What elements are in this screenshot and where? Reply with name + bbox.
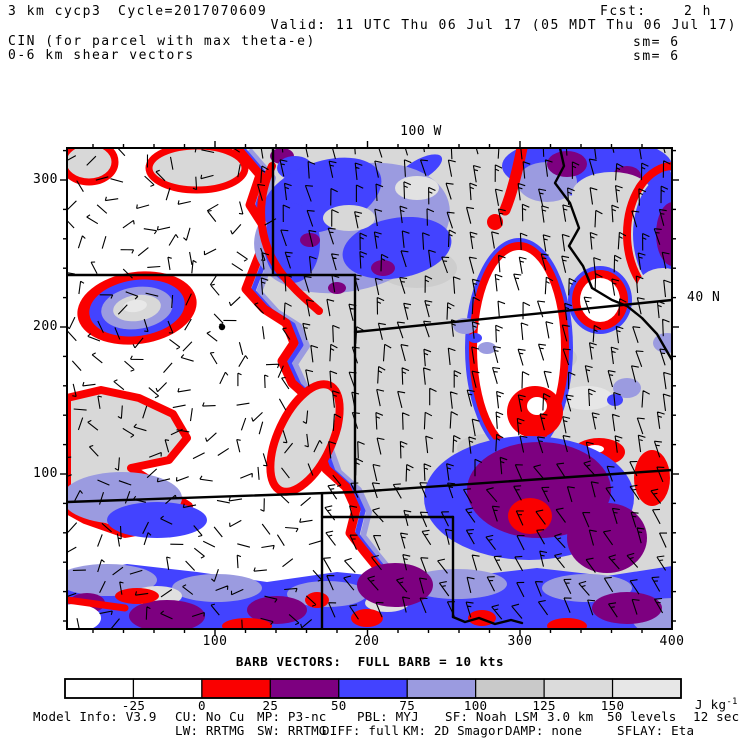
model-info-item: 3.0 km <box>547 709 594 724</box>
smooth-label-1: sm= 6 <box>633 35 680 50</box>
barb-caption: BARB VECTORS: FULL BARB = 10 kts <box>235 654 505 669</box>
model-info-item: CU: No Cu <box>175 709 245 724</box>
model-info-item: SW: RRTMG <box>257 723 327 738</box>
colorbar-tick-label: 50 <box>330 698 347 713</box>
x-axis-tick-label: 300 <box>507 634 533 649</box>
model-info-item: 50 levels <box>607 709 677 724</box>
model-info-item: KM: 2D Smagor <box>403 723 504 738</box>
model-info-item: DIFF: full <box>322 723 400 738</box>
fcst-label: Fcst: <box>600 4 647 19</box>
latitude-label: 40 N <box>687 290 721 305</box>
model-title: 3 km cycp3 <box>8 4 102 19</box>
valid-time: Valid: 11 UTC Thu 06 Jul 17 (05 MDT Thu … <box>270 18 737 33</box>
y-axis-tick-label: 100 <box>33 466 58 481</box>
field-title: CIN (for parcel with max theta-e) <box>8 34 316 49</box>
x-axis-tick-label: 400 <box>659 634 685 649</box>
colorbar-tick-label: 125 <box>532 698 556 713</box>
colorbar-tick-label: 150 <box>600 698 625 713</box>
colorbar-tick-label: 0 <box>197 698 206 713</box>
model-info-item: MP: P3-nc <box>257 709 327 724</box>
x-axis-tick-label: 200 <box>354 634 380 649</box>
model-info-item: SF: Noah LSM <box>445 709 538 724</box>
colorbar-units-exponent: -1 <box>726 697 738 707</box>
model-info-item: Model Info: V3.9 <box>33 709 157 724</box>
model-info-item: PBL: MYJ <box>357 709 419 724</box>
model-info-item: LW: RRTMG <box>175 723 245 738</box>
x-axis-tick-label: 100 <box>202 634 228 649</box>
overlay-title: 0-6 km shear vectors <box>8 48 195 63</box>
model-info-item: 12 sec <box>693 709 740 724</box>
fcst-value: 2 h <box>684 4 712 19</box>
colorbar-tick-label: -25 <box>121 698 146 713</box>
colorbar-tick-label: 25 <box>262 698 279 713</box>
model-info-item: DAMP: none <box>505 723 583 738</box>
longitude-label: 100 W <box>400 124 442 139</box>
smooth-label-2: sm= 6 <box>633 49 680 64</box>
y-axis-tick-label: 200 <box>33 319 58 334</box>
colorbar-tick-label: 100 <box>463 698 488 713</box>
y-axis-tick-label: 300 <box>33 172 58 187</box>
model-info-item: SFLAY: Eta <box>617 723 695 738</box>
colorbar-tick-label: 75 <box>399 698 416 713</box>
cycle-label: Cycle=2017070609 <box>118 4 268 19</box>
colorbar-units: J kg-1 <box>695 697 738 713</box>
